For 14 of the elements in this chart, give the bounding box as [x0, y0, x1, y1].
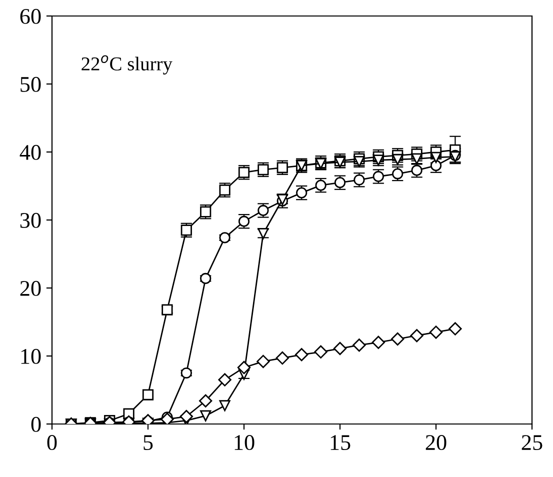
y-tick-label: 10 — [21, 348, 41, 364]
y-tick-label: 30 — [20, 212, 41, 228]
x-tick-label: 10 — [234, 435, 254, 450]
x-tick-label: 25 — [522, 435, 542, 450]
y-tick-label: 20 — [20, 280, 41, 296]
x-tick-label: 0 — [47, 435, 57, 450]
x-tick-label: 20 — [426, 435, 446, 450]
y-tick-label: 0 — [31, 416, 41, 432]
y-tick-label: 60 — [20, 8, 41, 24]
y-tick-label: 40 — [20, 144, 41, 160]
annotation: 22$^{o}$C slurry — [82, 55, 172, 74]
y-tick-label: 50 — [20, 76, 41, 92]
x-tick-label: 5 — [144, 435, 153, 450]
x-tick-label: 15 — [330, 435, 350, 450]
